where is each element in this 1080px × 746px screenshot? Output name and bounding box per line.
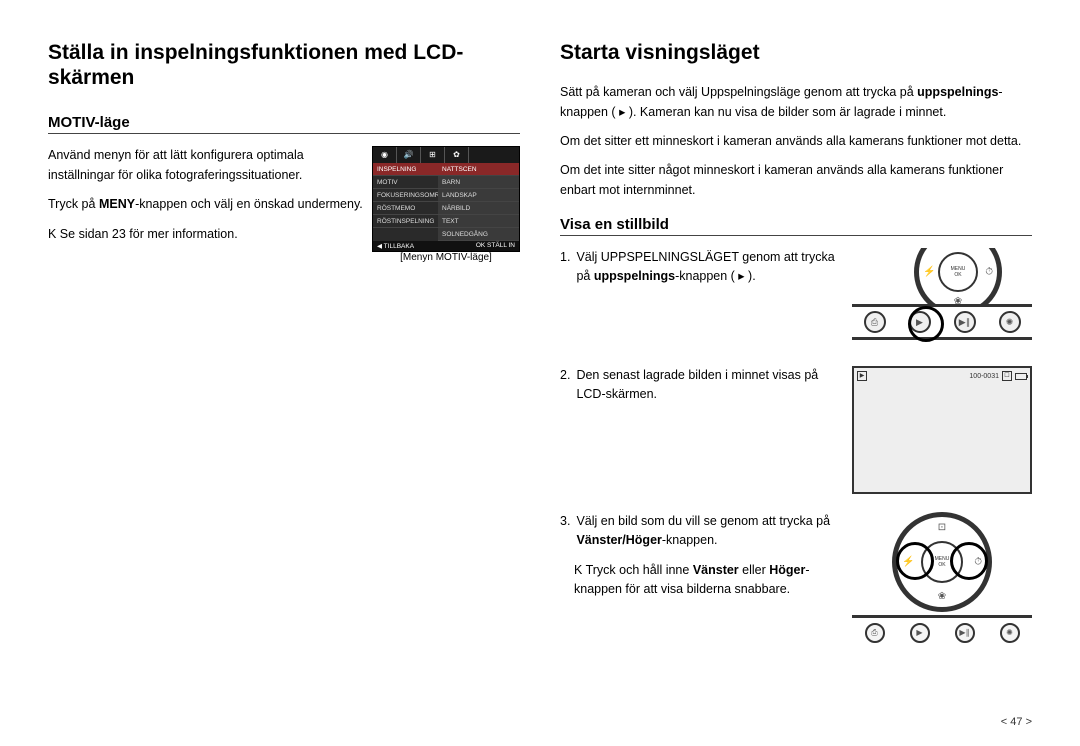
playpause-button-icon: ▶∥ — [954, 311, 976, 333]
step-2-row: 2. Den senast lagrade bilden i minnet vi… — [560, 366, 1032, 494]
stillbild-heading: Visa en stillbild — [560, 216, 1032, 233]
text: -knappen och välj en önskad undermeny. — [135, 197, 363, 211]
text: Sätt på kameran och välj Uppspelningsläg… — [560, 85, 917, 99]
menu-item: RÖSTINSPELNING — [373, 215, 438, 228]
card-icon: ☐ — [1002, 371, 1012, 381]
left-icon: ⚡ — [923, 267, 935, 278]
label: OK — [938, 562, 945, 568]
menu-subitem: NÄRBILD — [438, 202, 519, 215]
right-column: Starta visningsläget Sätt på kameran och… — [560, 40, 1032, 726]
highlight-right-icon — [950, 542, 988, 580]
play-mode-icon: ▶ — [857, 371, 867, 381]
text: -knappen ( ▸ ). — [675, 269, 756, 283]
playpause-button-icon: ▶∥ — [955, 623, 975, 643]
up-icon: ⊡ — [938, 522, 946, 533]
button-bar: ⎙ ▶ ▶∥ ✺ — [852, 615, 1032, 647]
menu-tab: 🔊 — [397, 147, 421, 163]
menu-item: INSPELNING — [373, 163, 438, 176]
step-3-row: 3. Välj en bild som du vill se genom att… — [560, 512, 1032, 657]
menu-subitem: LANDSKAP — [438, 189, 519, 202]
step-number: 1. — [560, 248, 570, 287]
text-bold: Höger — [769, 563, 805, 577]
text: K Tryck och håll inne — [574, 563, 693, 577]
left-title: Ställa in inspelningsfunktionen med LCD-… — [48, 40, 520, 90]
text-bold: uppspelnings — [594, 269, 675, 283]
label: OK — [954, 272, 961, 278]
camera-control-diagram: MENU OK ⊡ ❀ ⚡ ⏱ ⎙ ▶ ▶∥ ✺ — [852, 248, 1032, 348]
menu-item: FOKUSERINGSOMR. — [373, 189, 438, 202]
menu-footer-ok: OK STÄLL IN — [476, 242, 515, 250]
text-bold: MENY — [99, 197, 135, 211]
left-column: Ställa in inspelningsfunktionen med LCD-… — [48, 40, 520, 726]
intro-para2: Om det sitter ett minneskort i kameran a… — [560, 132, 1032, 151]
divider — [48, 133, 520, 134]
image-number: 100-0031 — [969, 373, 999, 380]
intro-para3: Om det inte sitter något minneskort i ka… — [560, 161, 1032, 200]
menu-subitem: TEXT — [438, 215, 519, 228]
right-icon: ⏱ — [985, 267, 993, 278]
divider — [560, 235, 1032, 236]
delete-button-icon: ✺ — [1000, 623, 1020, 643]
delete-button-icon: ✺ — [999, 311, 1021, 333]
mode-button-icon: ⎙ — [865, 623, 885, 643]
step-text: Den senast lagrade bilden i minnet visas… — [576, 366, 836, 405]
step-text: Välj UPPSPELNINGSLÄGET genom att trycka … — [576, 248, 836, 287]
menu-footer-back: ◀ TILLBAKA — [377, 242, 414, 250]
text: Tryck på — [48, 197, 99, 211]
menu-subitem: BARN — [438, 176, 519, 189]
lcd-diagram: ▶ 100-0031 ☐ — [852, 366, 1032, 494]
menu-item: RÖSTMEMO — [373, 202, 438, 215]
menu-tab: ⊞ — [421, 147, 445, 163]
menu-tab: ✿ — [445, 147, 469, 163]
down-icon: ❀ — [938, 591, 946, 602]
right-title: Starta visningsläget — [560, 40, 1032, 65]
step-number: 3. — [560, 512, 570, 551]
step-text: Välj en bild som du vill se genom att tr… — [576, 512, 836, 551]
ok-button-icon: MENU OK — [938, 252, 978, 292]
menu-figure-wrap: ◉ 🔊 ⊞ ✿ INSPELNING MOTIV FOKUSERINGSOMR.… — [372, 146, 520, 263]
menu-subitem: SOLNEDGÅNG — [438, 228, 519, 241]
text-bold: Vänster/Höger — [576, 533, 661, 547]
motiv-heading: MOTIV-läge — [48, 114, 520, 131]
menu-tabs: ◉ 🔊 ⊞ ✿ — [373, 147, 519, 163]
menu-tab: ◉ — [373, 147, 397, 163]
mode-button-icon: ⎙ — [864, 311, 886, 333]
text-bold: uppspelnings — [917, 85, 998, 99]
nav-control-diagram: MENU OK ⊡ ❀ ⚡ ⏱ ⎙ ▶ ▶∥ ✺ — [852, 512, 1032, 657]
text: eller — [739, 563, 770, 577]
motiv-block: ◉ 🔊 ⊞ ✿ INSPELNING MOTIV FOKUSERINGSOMR.… — [48, 146, 520, 263]
intro-para1: Sätt på kameran och välj Uppspelningsläg… — [560, 83, 1032, 122]
battery-icon — [1015, 373, 1027, 380]
page-number: < 47 > — [1001, 716, 1032, 728]
highlight-circle-icon — [908, 306, 944, 342]
menu-screenshot: ◉ 🔊 ⊞ ✿ INSPELNING MOTIV FOKUSERINGSOMR.… — [372, 146, 520, 252]
step-1-row: 1. Välj UPPSPELNINGSLÄGET genom att tryc… — [560, 248, 1032, 348]
manual-page: Ställa in inspelningsfunktionen med LCD-… — [0, 0, 1080, 746]
menu-subitem: NATTSCEN — [438, 163, 519, 176]
play-button-icon: ▶ — [910, 623, 930, 643]
menu-item: MOTIV — [373, 176, 438, 189]
step-tip: K Tryck och håll inne Vänster eller Höge… — [574, 561, 836, 600]
step-number: 2. — [560, 366, 570, 405]
text: Välj en bild som du vill se genom att tr… — [576, 514, 830, 528]
text-bold: Vänster — [693, 563, 739, 577]
highlight-left-icon — [896, 542, 934, 580]
text: -knappen. — [662, 533, 718, 547]
